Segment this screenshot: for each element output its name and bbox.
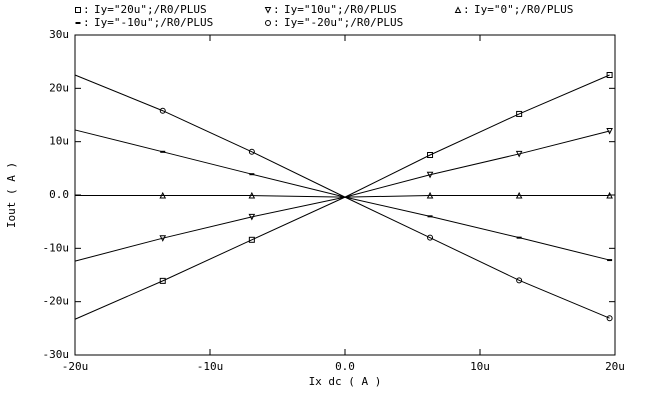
marker xyxy=(516,110,523,117)
y-tick-label: 0.0 xyxy=(49,188,69,201)
legend-separator: : xyxy=(273,3,280,16)
marker xyxy=(606,128,613,135)
legend-label: Iy="10u";/R0/PLUS xyxy=(284,3,397,16)
marker xyxy=(515,191,523,199)
marker xyxy=(516,277,523,284)
legend-marker xyxy=(454,6,462,13)
legend-label: Iy="0";/R0/PLUS xyxy=(474,3,573,16)
legend-separator: : xyxy=(83,16,90,29)
y-tick-label: 10u xyxy=(49,135,69,148)
marker xyxy=(606,72,613,78)
legend-separator: : xyxy=(463,3,470,16)
legend-marker xyxy=(264,7,272,14)
y-tick-label: 20u xyxy=(49,81,69,94)
x-axis-label: Ix dc ( A ) xyxy=(309,375,382,388)
y-tick-label: -10u xyxy=(43,241,70,254)
marker xyxy=(248,148,255,155)
y-tick-label: -20u xyxy=(43,295,70,308)
legend-label: Iy="20u";/R0/PLUS xyxy=(94,3,207,16)
legend-marker xyxy=(75,7,81,13)
marker xyxy=(606,191,613,199)
legend-marker xyxy=(265,20,271,26)
marker xyxy=(159,191,167,199)
y-tick-label: 30u xyxy=(49,28,69,41)
x-tick-label: 10u xyxy=(470,360,490,373)
marker xyxy=(248,213,256,221)
y-tick-label: -30u xyxy=(43,348,70,361)
marker xyxy=(515,150,523,158)
marker xyxy=(606,315,613,322)
marker xyxy=(248,236,255,243)
series-line xyxy=(74,74,610,319)
marker xyxy=(426,171,434,179)
legend-separator: : xyxy=(273,16,280,29)
marker xyxy=(427,234,434,241)
legend-label: Iy="-20u";/R0/PLUS xyxy=(284,16,403,29)
y-axis-label: Iout ( A ) xyxy=(5,162,18,228)
legend-label: Iy="-10u";/R0/PLUS xyxy=(94,16,213,29)
marker xyxy=(159,277,166,284)
marker xyxy=(159,235,167,242)
legend-separator: : xyxy=(83,3,90,16)
x-tick-label: -10u xyxy=(197,360,224,373)
marker xyxy=(248,191,256,199)
marker xyxy=(426,191,434,199)
x-tick-label: 0.0 xyxy=(335,360,355,373)
x-tick-label: 20u xyxy=(605,360,625,373)
plot-frame xyxy=(74,34,616,356)
marker xyxy=(159,107,166,114)
marker xyxy=(427,152,434,158)
x-tick-label: -20u xyxy=(62,360,89,373)
